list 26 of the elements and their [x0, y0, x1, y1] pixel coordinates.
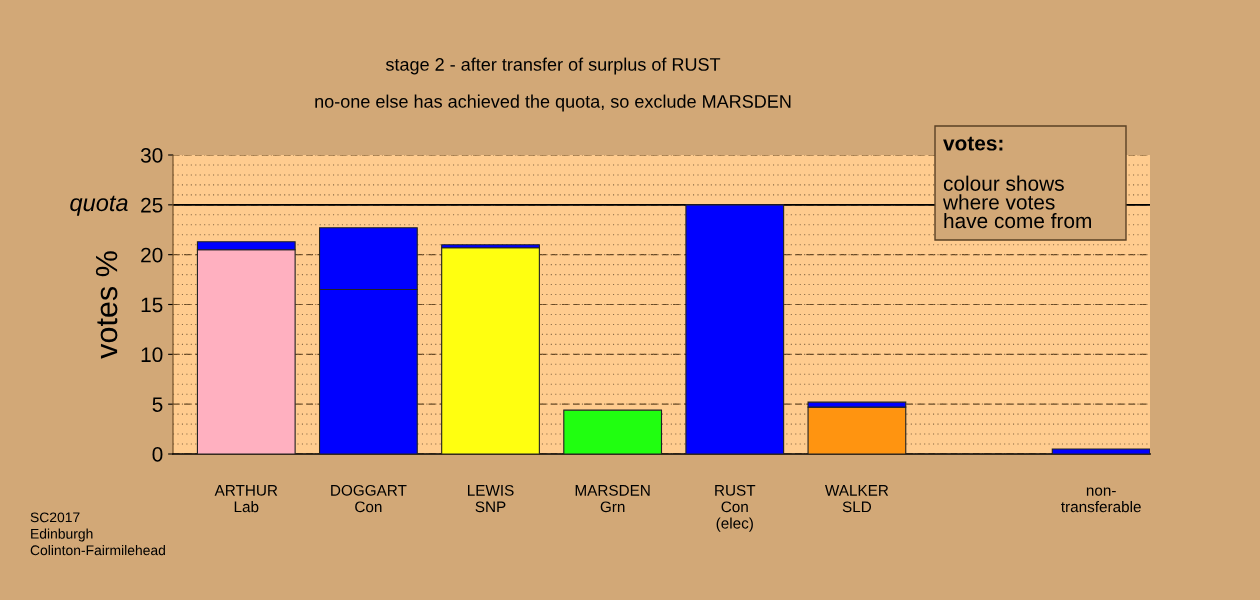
y-tick-label: 0: [152, 447, 163, 462]
bar: [563, 409, 663, 454]
bar: [441, 247, 540, 454]
chart-title: stage 2 - after transfer of surplus of RUST: [385, 57, 721, 75]
bar: [807, 406, 907, 454]
x-tick-label: RUST Con (elec): [715, 484, 756, 532]
x-tick-label: LEWIS SNP: [468, 484, 514, 513]
y-axis-title: votes %: [95, 251, 118, 359]
x-tick-label: DOGGART Con: [331, 484, 407, 513]
x-tick-label: ARTHUR Lab: [214, 485, 278, 513]
y-tick-label: 10: [141, 347, 163, 363]
chart-subtitle: no-one else has achieved the quota, so exclude MARSDEN: [315, 94, 791, 112]
x-tick-label: non- transferable: [1061, 487, 1141, 513]
y-tick-label: 30: [140, 148, 163, 163]
annotation: colour shows where votes have come from: [942, 175, 1091, 229]
text: SC2017 Edinburgh Colinton-Fairmilehead: [30, 512, 165, 556]
y-tick-label: 5: [152, 397, 163, 412]
y-tick-label: 15: [141, 297, 163, 313]
bar: [685, 204, 785, 454]
x-tick-label: MARSDEN Grn: [575, 484, 650, 513]
ref-line-label: quota: [70, 195, 128, 216]
x-tick-label: WALKER SLD: [824, 485, 889, 513]
y-tick-label: 20: [141, 247, 163, 263]
legend-title: votes:: [943, 136, 1003, 151]
y-tick-label: 25: [141, 197, 163, 213]
bar: [1051, 448, 1150, 454]
